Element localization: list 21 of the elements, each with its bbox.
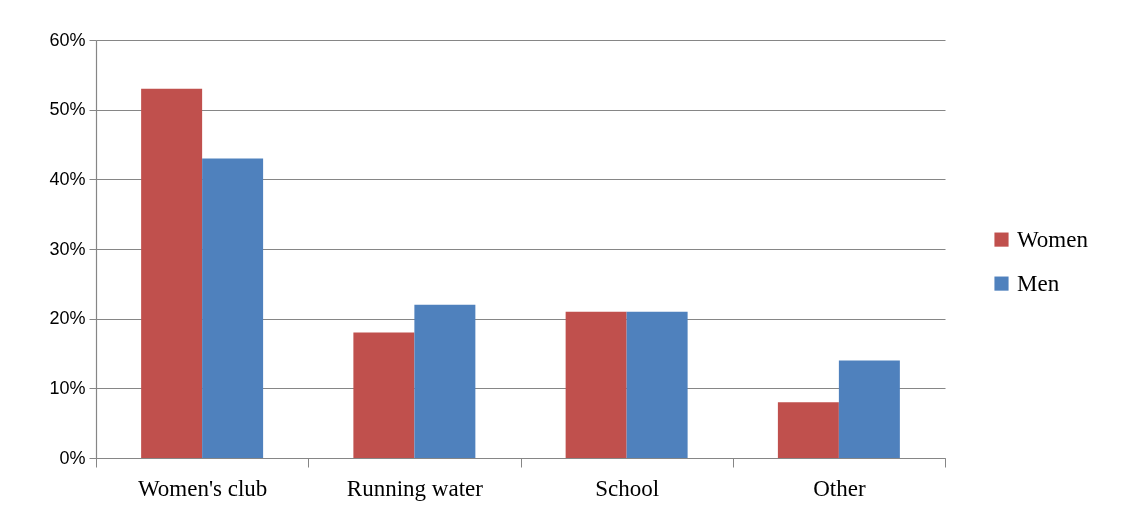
bar (353, 332, 415, 458)
bar (838, 360, 900, 458)
x-tick-label: Other (813, 475, 866, 501)
bar (414, 304, 476, 458)
y-tick-label: 40% (49, 168, 86, 189)
y-tick-label: 60% (49, 29, 86, 50)
x-tick-label: Running water (346, 475, 484, 501)
bar (141, 88, 203, 458)
legend-label: Men (1017, 270, 1060, 296)
bar (777, 402, 839, 458)
bar (565, 311, 627, 458)
y-tick-label: 0% (59, 447, 86, 468)
x-tick-label: Women's club (137, 475, 268, 501)
bar (626, 311, 688, 458)
y-tick-label: 30% (49, 238, 86, 259)
legend-label: Women (1017, 226, 1089, 252)
x-tick-label: School (595, 475, 660, 501)
y-tick-label: 20% (49, 308, 86, 329)
bar (202, 158, 264, 458)
y-tick-label: 10% (49, 377, 86, 398)
y-tick-label: 50% (49, 99, 86, 120)
